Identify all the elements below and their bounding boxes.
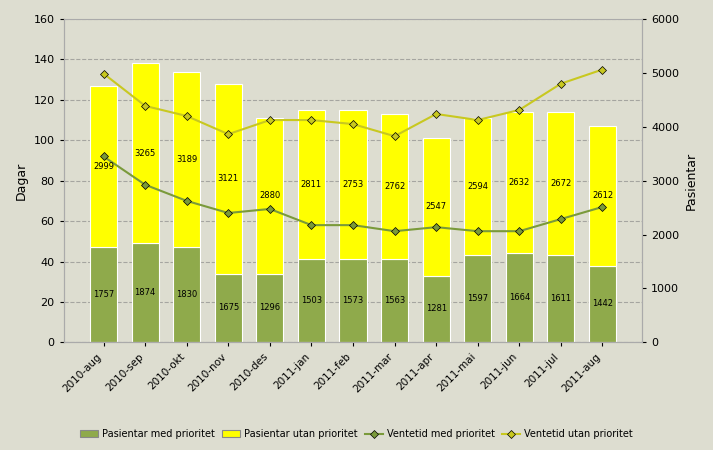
- Text: 2880: 2880: [260, 191, 280, 200]
- Text: 2594: 2594: [467, 182, 488, 191]
- Text: 1874: 1874: [135, 288, 155, 297]
- Bar: [339, 110, 366, 260]
- Y-axis label: Dagar: Dagar: [15, 162, 28, 200]
- Bar: [90, 86, 117, 248]
- Bar: [132, 63, 158, 243]
- Text: 2672: 2672: [550, 179, 572, 188]
- Text: 1503: 1503: [301, 297, 322, 306]
- Bar: [381, 114, 408, 260]
- Bar: [132, 243, 158, 342]
- Text: 2632: 2632: [508, 178, 530, 187]
- Bar: [589, 126, 616, 266]
- Bar: [173, 248, 200, 342]
- Text: 1757: 1757: [93, 290, 114, 299]
- Bar: [339, 260, 366, 342]
- Bar: [173, 72, 200, 248]
- Text: 1830: 1830: [176, 290, 198, 299]
- Text: 2999: 2999: [93, 162, 114, 171]
- Bar: [423, 138, 450, 276]
- Bar: [215, 274, 242, 342]
- Y-axis label: Pasientar: Pasientar: [685, 152, 698, 210]
- Text: 1281: 1281: [426, 305, 447, 314]
- Text: 3121: 3121: [217, 174, 239, 183]
- Text: 2811: 2811: [301, 180, 322, 189]
- Bar: [589, 266, 616, 342]
- Text: 1611: 1611: [550, 294, 571, 303]
- Bar: [548, 256, 575, 342]
- Text: 2612: 2612: [592, 191, 613, 200]
- Bar: [298, 260, 325, 342]
- Text: 1597: 1597: [467, 294, 488, 303]
- Text: 1563: 1563: [384, 297, 405, 306]
- Legend: Pasientar med prioritet, Pasientar utan prioritet, Ventetid med prioritet, Vente: Pasientar med prioritet, Pasientar utan …: [76, 425, 637, 443]
- Bar: [90, 248, 117, 342]
- Bar: [506, 253, 533, 342]
- Text: 1442: 1442: [592, 299, 613, 308]
- Text: 1664: 1664: [508, 293, 530, 302]
- Text: 3189: 3189: [176, 155, 198, 164]
- Bar: [464, 256, 491, 342]
- Bar: [215, 84, 242, 274]
- Bar: [423, 276, 450, 342]
- Bar: [464, 118, 491, 256]
- Text: 1573: 1573: [342, 297, 364, 306]
- Bar: [381, 260, 408, 342]
- Text: 1296: 1296: [260, 303, 280, 312]
- Bar: [257, 118, 283, 274]
- Text: 2753: 2753: [342, 180, 364, 189]
- Text: 1675: 1675: [217, 303, 239, 312]
- Bar: [548, 112, 575, 256]
- Text: 3265: 3265: [135, 149, 155, 158]
- Bar: [257, 274, 283, 342]
- Bar: [506, 112, 533, 253]
- Text: 2762: 2762: [384, 182, 405, 191]
- Bar: [298, 110, 325, 260]
- Text: 2547: 2547: [426, 202, 447, 211]
